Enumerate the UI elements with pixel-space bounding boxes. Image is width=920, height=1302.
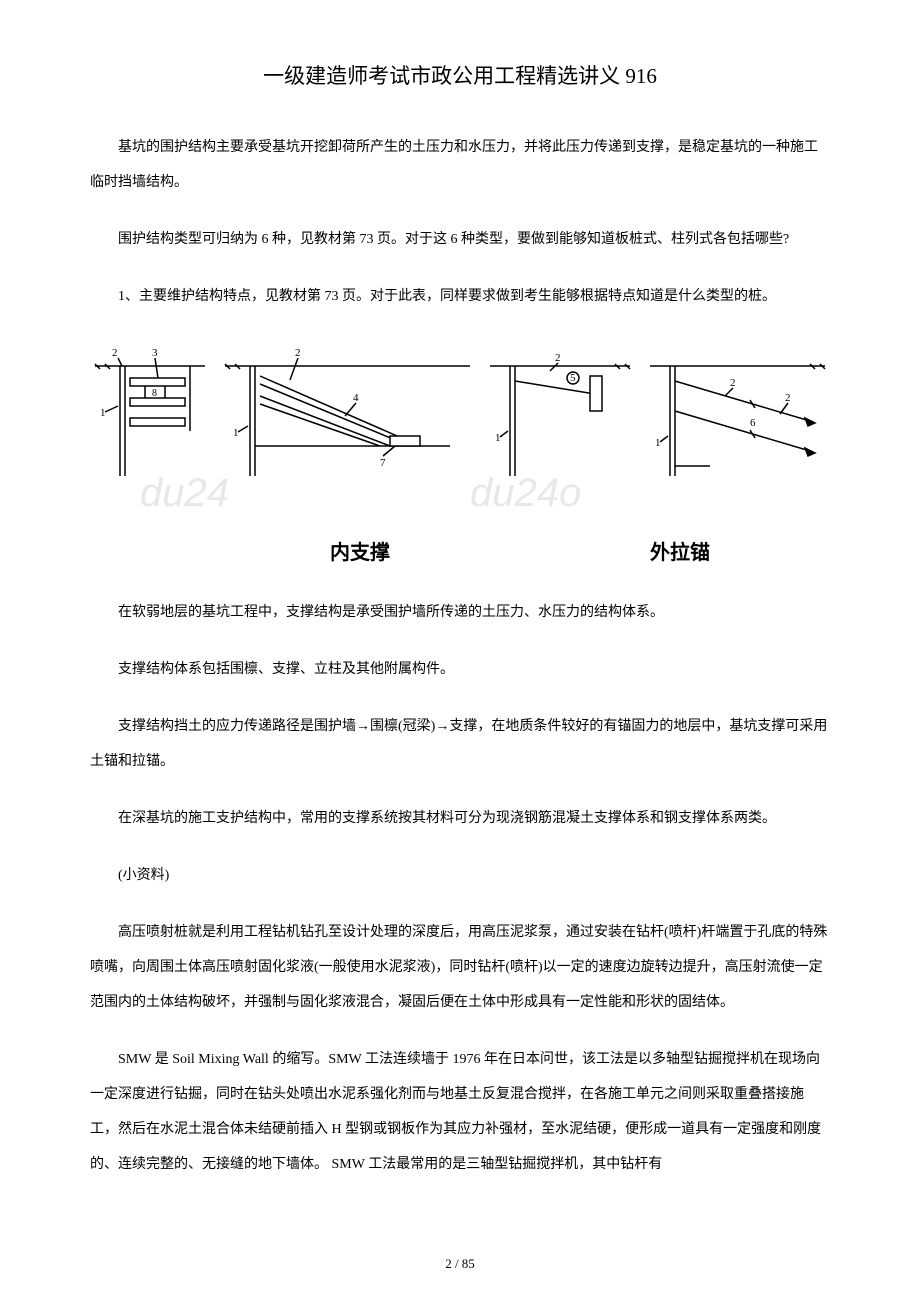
support-diagram: du24 du24o 8 2 <box>90 336 830 565</box>
paragraph-3: 1、主要维护结构特点，见教材第 73 页。对于此表，同样要求做到考生能够根据特点… <box>90 279 830 314</box>
svg-text:5: 5 <box>570 372 576 384</box>
svg-text:2: 2 <box>295 347 301 359</box>
paragraph-1: 基坑的围护结构主要承受基坑开挖卸荷所产生的土压力和水压力，并将此压力传递到支撑，… <box>90 130 830 200</box>
paragraph-5: 支撑结构体系包括围檩、支撑、立柱及其他附属构件。 <box>90 652 830 687</box>
svg-text:2: 2 <box>730 377 736 389</box>
svg-text:1: 1 <box>233 427 239 439</box>
paragraph-6: 支撑结构挡土的应力传递路径是围护墙→围檩(冠梁)→支撑，在地质条件较好的有锚固力… <box>90 709 830 779</box>
svg-text:1: 1 <box>655 437 661 449</box>
paragraph-2: 围护结构类型可归纳为 6 种，见教材第 73 页。对于这 6 种类型，要做到能够… <box>90 222 830 257</box>
diagram-label-external-anchor: 外拉锚 <box>650 536 710 565</box>
document-title: 一级建造师考试市政公用工程精选讲义 916 <box>90 60 830 90</box>
svg-text:6: 6 <box>750 417 756 429</box>
svg-text:2: 2 <box>785 392 791 404</box>
svg-text:1: 1 <box>495 432 501 444</box>
svg-text:4: 4 <box>353 392 359 404</box>
paragraph-4: 在软弱地层的基坑工程中，支撑结构是承受围护墙所传递的土压力、水压力的结构体系。 <box>90 595 830 630</box>
svg-text:3: 3 <box>152 347 158 359</box>
svg-text:7: 7 <box>380 457 386 469</box>
paragraph-7: 在深基坑的施工支护结构中，常用的支撑系统按其材料可分为现浇钢筋混凝土支撑体系和钢… <box>90 801 830 836</box>
svg-text:8: 8 <box>152 388 157 399</box>
svg-text:du24: du24 <box>140 471 229 515</box>
svg-text:du24o: du24o <box>470 471 581 515</box>
paragraph-10: SMW 是 Soil Mixing Wall 的缩写。SMW 工法连续墙于 19… <box>90 1042 830 1182</box>
svg-text:2: 2 <box>555 352 561 364</box>
svg-text:1: 1 <box>100 407 106 419</box>
paragraph-9: 高压喷射桩就是利用工程钻机钻孔至设计处理的深度后，用高压泥浆泵，通过安装在钻杆(… <box>90 915 830 1020</box>
page-number: 2 / 85 <box>445 1256 475 1272</box>
paragraph-8: (小资料) <box>90 858 830 893</box>
svg-text:2: 2 <box>112 347 118 359</box>
diagram-label-internal-support: 内支撑 <box>330 536 390 565</box>
diagram-svg: du24 du24o 8 2 <box>90 336 830 526</box>
